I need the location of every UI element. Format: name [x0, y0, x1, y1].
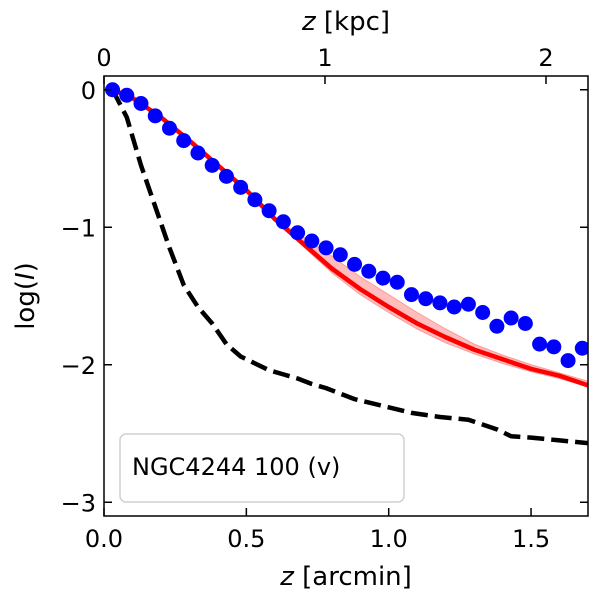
observed-point [418, 291, 434, 307]
x2-axis-title-unit: [kpc] [316, 7, 390, 37]
y-tick-label: −2 [61, 352, 96, 380]
observed-point [361, 263, 377, 279]
observed-point [133, 96, 149, 111]
legend-label: NGC4244 100 (v) [132, 453, 340, 481]
observed-point [304, 233, 320, 249]
observed-point [119, 87, 135, 103]
observed-point [432, 295, 448, 311]
observed-point [275, 214, 291, 230]
observed-point [403, 287, 419, 303]
x2-tick-label: 0 [96, 44, 111, 72]
observed-point [532, 336, 548, 352]
observed-point [389, 274, 405, 290]
observed-point [503, 310, 519, 326]
x-axis-title: z [arcmin] [279, 562, 412, 592]
observed-point [161, 120, 177, 136]
x-axis-title-unit: [arcmin] [294, 562, 412, 592]
x-tick-label: 0.0 [85, 525, 123, 553]
model-uncertainty-band [274, 218, 588, 388]
observed-points-layer [105, 82, 588, 369]
model-uncertainty-layer [274, 218, 588, 388]
x2-axis-title-var: z [301, 7, 317, 37]
x-tick-label: 1.5 [512, 525, 550, 553]
y-axis-title-post: ) [11, 262, 41, 272]
observed-point [233, 179, 249, 195]
observed-point [489, 318, 505, 334]
observed-point [546, 339, 562, 355]
observed-point [261, 203, 277, 219]
x2-tick-label: 1 [317, 44, 332, 72]
y-axis-title-pre: log( [11, 280, 41, 330]
observed-point [446, 299, 462, 315]
observed-point [475, 305, 491, 320]
y-tick-label: −3 [61, 489, 96, 517]
y-tick-label: 0 [81, 77, 96, 105]
legend-box [119, 433, 405, 503]
x2-tick-label: 2 [538, 44, 553, 72]
observed-point [347, 256, 363, 272]
y-tick-label: −1 [61, 214, 96, 242]
observed-point [190, 145, 206, 161]
x2-axis-title: z [kpc] [301, 7, 390, 37]
plot-frame [103, 75, 589, 517]
x-tick-label: 0.5 [227, 525, 265, 553]
observed-point [218, 168, 234, 184]
observed-point [460, 296, 476, 312]
observed-point [247, 192, 263, 208]
observed-point [332, 247, 348, 263]
observed-point [318, 240, 334, 256]
observed-point [574, 340, 588, 356]
observed-point [560, 353, 576, 369]
observed-point [147, 108, 163, 124]
ticks-layer: 0.0 0.5 1.0 1.5 0 1 2 0 −1 −2 −3 [61, 44, 588, 553]
observed-point [517, 316, 533, 331]
psf-line [110, 88, 588, 446]
observed-point [105, 82, 121, 98]
y-axis-title: log(I) [11, 262, 41, 330]
y-axis-title-var: I [11, 272, 41, 280]
observed-point [176, 133, 192, 149]
observed-point [204, 157, 220, 173]
observed-point [375, 270, 391, 286]
observed-point [290, 225, 306, 241]
x-axis-title-var: z [279, 562, 295, 592]
legend: NGC4244 100 (v) [119, 433, 405, 503]
x-tick-label: 1.0 [370, 525, 408, 553]
